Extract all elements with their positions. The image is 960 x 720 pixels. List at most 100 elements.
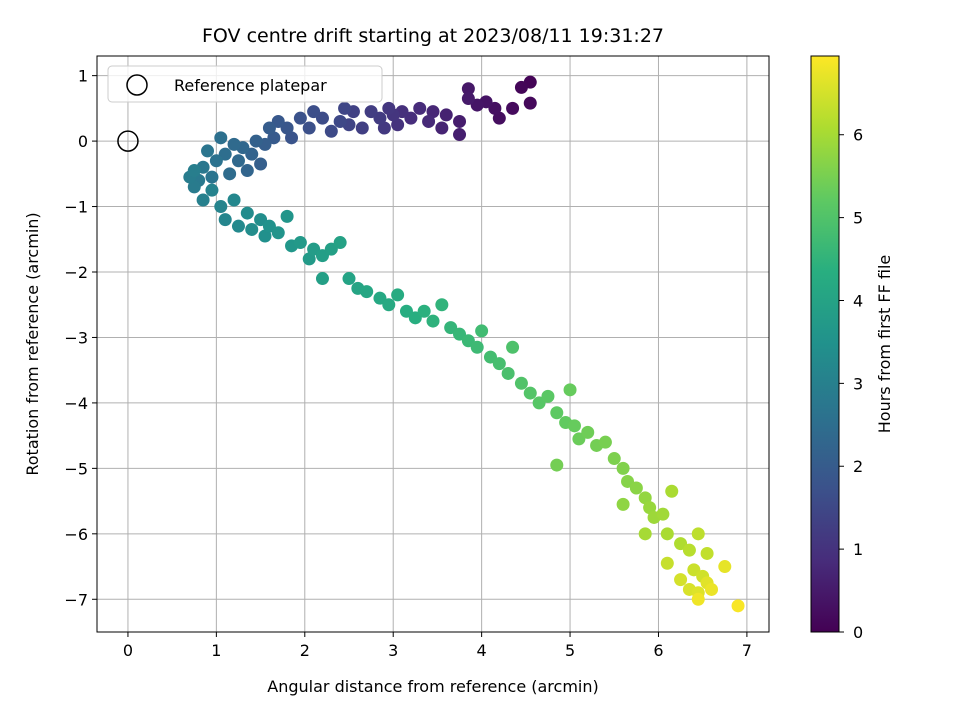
data-point bbox=[453, 128, 467, 142]
data-point bbox=[391, 118, 405, 132]
reference-platepar-marker bbox=[117, 130, 139, 152]
data-point bbox=[209, 154, 223, 168]
data-point bbox=[643, 501, 657, 515]
data-point bbox=[271, 226, 285, 240]
data-point bbox=[435, 298, 449, 312]
data-point bbox=[523, 96, 537, 110]
plot-frame bbox=[96, 55, 770, 633]
colorbar-tick-label: 6 bbox=[853, 126, 863, 145]
data-point bbox=[629, 481, 643, 495]
data-point bbox=[691, 527, 705, 541]
data-point bbox=[377, 121, 391, 135]
colorbar-tick-label: 1 bbox=[853, 540, 863, 559]
data-point bbox=[231, 219, 245, 233]
data-point bbox=[262, 121, 276, 135]
data-point bbox=[355, 121, 369, 135]
data-point bbox=[616, 461, 630, 475]
data-point bbox=[718, 560, 732, 574]
data-point bbox=[506, 340, 520, 354]
data-point bbox=[567, 419, 581, 433]
y-tick-label: 0 bbox=[78, 132, 88, 151]
data-point bbox=[514, 80, 528, 94]
data-point bbox=[422, 114, 436, 128]
legend: Reference platepar bbox=[107, 65, 383, 103]
data-point bbox=[656, 507, 670, 521]
data-point bbox=[315, 272, 329, 286]
data-point bbox=[514, 376, 528, 390]
data-point bbox=[674, 573, 688, 587]
data-point bbox=[453, 114, 467, 128]
data-point bbox=[382, 101, 396, 115]
data-point bbox=[563, 383, 577, 397]
data-point bbox=[413, 101, 427, 115]
data-point bbox=[240, 164, 254, 178]
data-point bbox=[360, 285, 374, 299]
colorbar-tick-label: 2 bbox=[853, 457, 863, 476]
data-point bbox=[435, 121, 449, 135]
data-point bbox=[338, 101, 352, 115]
data-point bbox=[205, 183, 219, 197]
data-point bbox=[581, 425, 595, 439]
data-point bbox=[333, 236, 347, 250]
data-point bbox=[249, 134, 263, 148]
data-point bbox=[245, 222, 259, 236]
data-point bbox=[227, 137, 241, 151]
data-point bbox=[240, 206, 254, 220]
x-tick-label: 5 bbox=[565, 641, 575, 660]
y-tick-label: −5 bbox=[64, 459, 88, 478]
data-point bbox=[523, 386, 537, 400]
data-point bbox=[231, 154, 245, 168]
data-point bbox=[364, 105, 378, 119]
y-tick-label: −1 bbox=[64, 198, 88, 217]
y-tick-label: 1 bbox=[78, 67, 88, 86]
data-point bbox=[501, 366, 515, 380]
x-tick-label: 4 bbox=[477, 641, 487, 660]
data-point bbox=[461, 82, 475, 96]
legend-marker-icon bbox=[126, 74, 148, 96]
x-tick-label: 6 bbox=[653, 641, 663, 660]
data-point bbox=[700, 546, 714, 560]
data-point bbox=[691, 592, 705, 606]
data-point bbox=[660, 556, 674, 570]
colorbar-tick-label: 0 bbox=[853, 623, 863, 642]
data-point bbox=[258, 229, 272, 243]
y-tick-label: −7 bbox=[64, 590, 88, 609]
data-point bbox=[426, 105, 440, 119]
data-point bbox=[417, 304, 431, 318]
y-tick-label: −3 bbox=[64, 328, 88, 347]
x-tick-label: 7 bbox=[742, 641, 752, 660]
data-point bbox=[665, 484, 679, 498]
data-point bbox=[607, 452, 621, 466]
data-point bbox=[541, 389, 555, 403]
data-point bbox=[280, 209, 294, 223]
data-point bbox=[302, 121, 316, 135]
colorbar-tick-label: 5 bbox=[853, 209, 863, 228]
data-point bbox=[218, 213, 232, 227]
data-point bbox=[705, 582, 719, 596]
x-tick-label: 0 bbox=[123, 641, 133, 660]
data-point bbox=[254, 157, 268, 171]
data-point bbox=[324, 124, 338, 138]
x-axis-label: Angular distance from reference (arcmin) bbox=[267, 677, 598, 696]
data-point bbox=[492, 111, 506, 125]
data-point bbox=[550, 406, 564, 420]
legend-box bbox=[107, 65, 383, 103]
colorbar-tick-label: 4 bbox=[853, 291, 863, 310]
data-point bbox=[302, 252, 316, 266]
x-tick-label: 1 bbox=[211, 641, 221, 660]
data-point bbox=[439, 108, 453, 122]
data-point bbox=[333, 114, 347, 128]
data-point bbox=[382, 298, 396, 312]
data-point bbox=[214, 131, 228, 145]
data-point bbox=[223, 167, 237, 181]
data-point bbox=[682, 543, 696, 557]
y-tick-label: −6 bbox=[64, 525, 88, 544]
plot-area: Reference platepar bbox=[96, 55, 770, 633]
y-axis: 1 0 −1 −2 −3 −4 −5 −6 −7 bbox=[64, 67, 97, 609]
data-point bbox=[492, 357, 506, 371]
colorbar: 0 1 2 3 4 5 6 Hours from first FF file bbox=[810, 55, 894, 642]
data-point bbox=[506, 101, 520, 115]
data-point bbox=[293, 111, 307, 125]
data-point bbox=[470, 340, 484, 354]
